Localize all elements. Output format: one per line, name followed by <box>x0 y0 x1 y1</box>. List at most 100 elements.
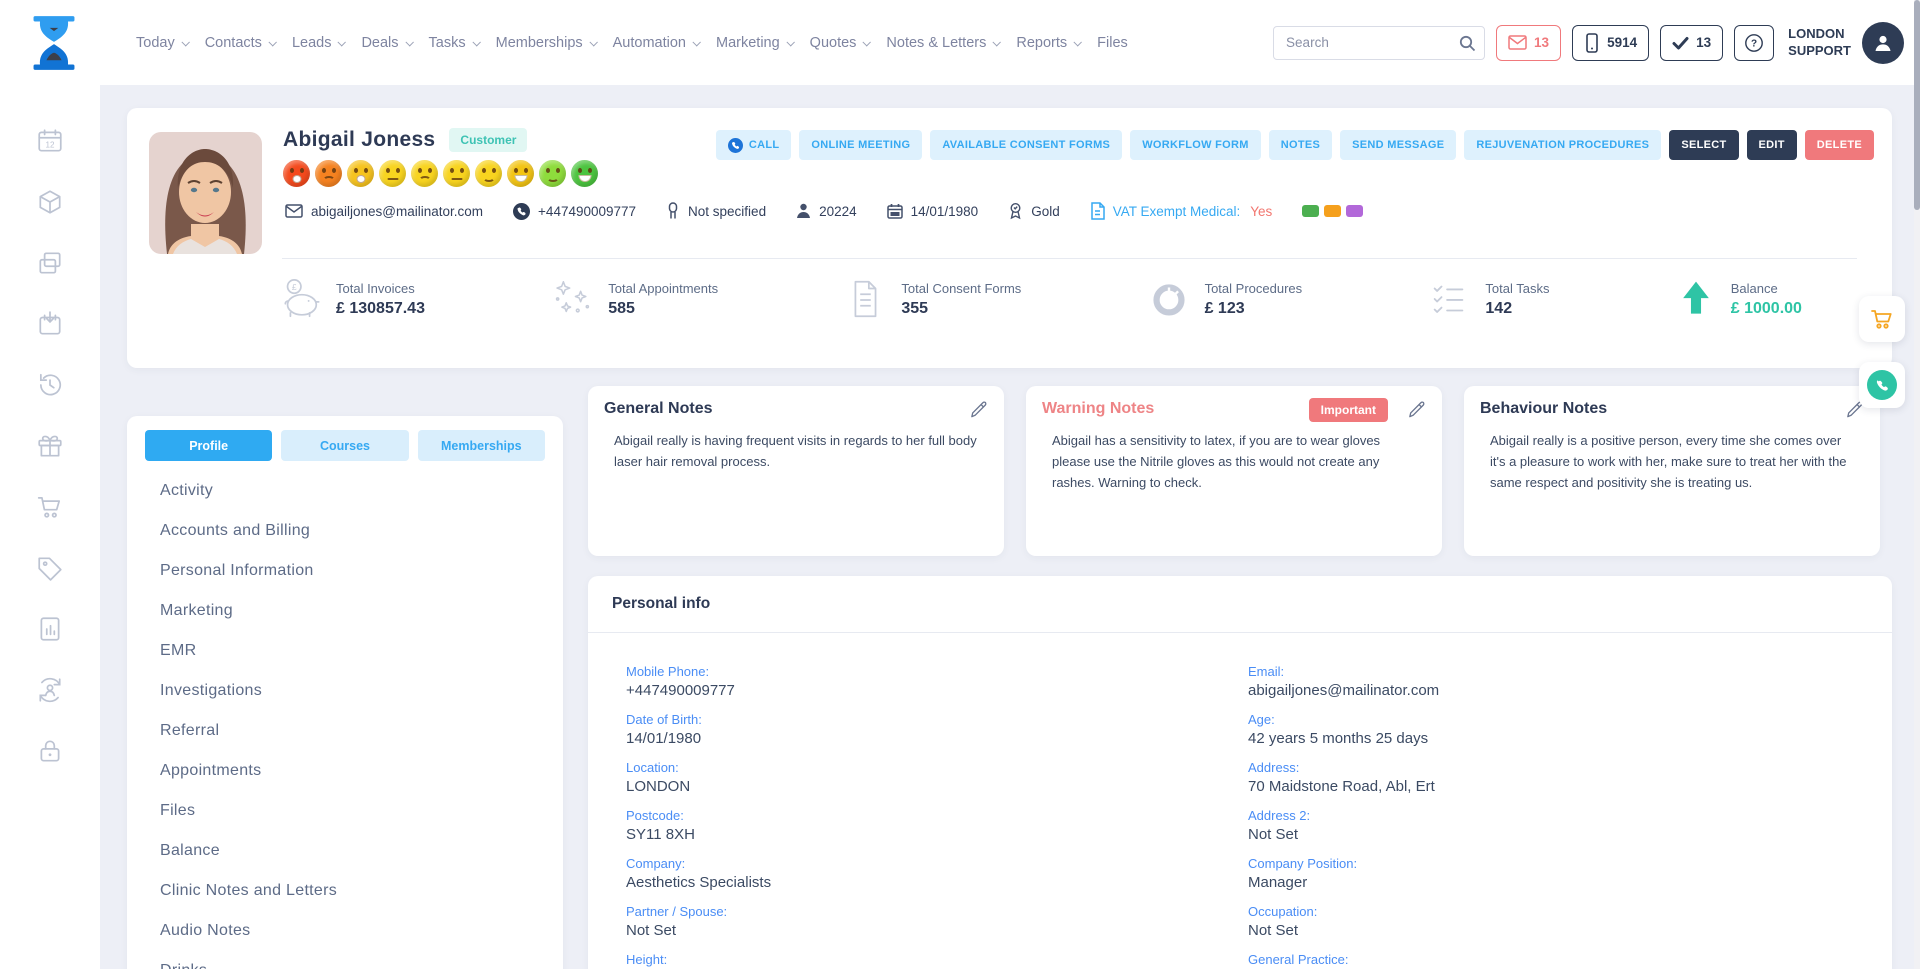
profile-menu-item[interactable]: Accounts and Billing <box>160 522 311 539</box>
action-button[interactable]: SEND MESSAGE <box>1340 130 1457 160</box>
nav-item-label: Tasks <box>428 34 466 51</box>
general-notes-card: General Notes Abigail really is having f… <box>588 386 1004 556</box>
action-button[interactable]: SELECT <box>1669 130 1739 160</box>
nav-item-label: Reports <box>1016 34 1068 51</box>
search-icon[interactable] <box>1458 34 1476 52</box>
pencil-icon[interactable] <box>1407 400 1426 419</box>
profile-menu-item[interactable]: Activity <box>160 482 214 499</box>
profile-menu-item[interactable]: Audio Notes <box>160 922 251 939</box>
profile-menu-item[interactable]: Balance <box>160 842 220 859</box>
mail-icon <box>1508 35 1527 50</box>
action-button-label: WORKFLOW FORM <box>1142 139 1249 151</box>
mood-face-icon[interactable] <box>507 160 534 187</box>
info-field-label: Occupation: <box>1248 904 1318 919</box>
help-button[interactable]: ? <box>1734 24 1775 61</box>
action-button[interactable]: WORKFLOW FORM <box>1130 130 1261 160</box>
panel-tab[interactable]: Courses <box>281 430 409 461</box>
mood-face-icon[interactable] <box>571 160 598 187</box>
svg-text:12: 12 <box>46 140 55 149</box>
action-button[interactable]: AVAILABLE CONSENT FORMS <box>930 130 1123 160</box>
app-logo[interactable] <box>28 15 80 71</box>
action-button-label: DELETE <box>1816 139 1862 151</box>
history-icon[interactable] <box>36 371 64 399</box>
nav-item[interactable]: Contacts <box>205 35 277 51</box>
nav-item[interactable]: Deals <box>361 35 414 51</box>
mood-face-icon[interactable] <box>347 160 374 187</box>
cart-icon[interactable] <box>36 493 64 521</box>
copy-icon[interactable] <box>36 249 64 277</box>
nav-item-label: Leads <box>291 34 332 51</box>
nav-item[interactable]: Automation <box>613 35 701 51</box>
mood-face-icon[interactable] <box>539 160 566 187</box>
nav-item[interactable]: Quotes <box>809 34 872 51</box>
mood-face-icon[interactable] <box>411 160 438 187</box>
personal-info-title: Personal info <box>588 576 1892 633</box>
account-sync-icon[interactable] <box>36 676 64 704</box>
action-button[interactable]: CALL <box>715 130 792 160</box>
profile-menu-item[interactable]: Files <box>160 802 196 819</box>
chevron-down-icon <box>786 37 795 47</box>
main-nav: Today Contacts Leads Deals Tasks <box>136 35 1128 51</box>
calendar-arrow-icon[interactable] <box>36 310 64 338</box>
account-name[interactable]: LONDON SUPPORT <box>1788 26 1851 59</box>
patient-photo[interactable] <box>149 132 262 254</box>
profile-menu-item[interactable]: Referral <box>160 722 220 739</box>
mood-face-icon[interactable] <box>283 160 310 187</box>
messages-button[interactable]: 13 <box>1496 24 1562 61</box>
nav-item[interactable]: Notes & Letters <box>886 35 1002 51</box>
profile-menu-item[interactable]: Clinic Notes and Letters <box>160 882 338 899</box>
info-field-label: Email: <box>1248 664 1285 679</box>
panel-tab[interactable]: Profile <box>145 430 273 461</box>
tag-pill[interactable] <box>1324 205 1342 217</box>
profile-menu-item[interactable]: Investigations <box>160 682 263 699</box>
patient-email[interactable]: abigailjones@mailinator.com <box>285 204 483 219</box>
action-button[interactable]: NOTES <box>1268 130 1333 160</box>
calendar-12-icon[interactable]: 12 <box>36 127 64 155</box>
tasks-button[interactable]: 13 <box>1660 24 1724 61</box>
chevron-down-icon <box>181 37 190 47</box>
patient-phone[interactable]: +447490009777 <box>513 202 636 220</box>
pencil-icon[interactable] <box>969 400 988 419</box>
nav-item[interactable]: Memberships <box>496 35 598 51</box>
action-button[interactable]: DELETE <box>1804 130 1874 160</box>
mood-face-icon[interactable] <box>379 160 406 187</box>
panel-tab[interactable]: Memberships <box>417 430 545 461</box>
scrollbar-thumb[interactable] <box>1914 0 1920 210</box>
stat-total-invoices: £ Total Invoices £ 130857.43 <box>277 276 425 322</box>
nav-item[interactable]: Files <box>1097 35 1128 51</box>
tag-pill[interactable] <box>1346 205 1364 217</box>
info-field: Address: 70 Maidstone Road, Abl, Ert <box>1248 760 1439 796</box>
nav-item[interactable]: Marketing <box>716 35 795 51</box>
profile-menu-item[interactable]: EMR <box>160 642 197 659</box>
floating-phone-button[interactable] <box>1859 362 1905 408</box>
gender-icon <box>666 202 680 220</box>
info-field-label: Company Position: <box>1248 856 1358 871</box>
mood-face-icon[interactable] <box>315 160 342 187</box>
nav-item-label: Quotes <box>809 34 857 51</box>
lock-icon[interactable] <box>36 737 64 765</box>
price-tag-icon[interactable] <box>36 554 64 582</box>
floating-cart-button[interactable] <box>1859 296 1905 342</box>
mood-face-icon[interactable] <box>475 160 502 187</box>
package-icon[interactable] <box>36 188 64 216</box>
profile-menu-item[interactable]: Appointments <box>160 762 262 779</box>
nav-item[interactable]: Reports <box>1016 34 1083 51</box>
profile-menu-item[interactable]: Personal Information <box>160 562 314 579</box>
page-scrollbar[interactable] <box>1914 0 1920 969</box>
nav-item[interactable]: Tasks <box>428 34 481 51</box>
nav-item[interactable]: Today <box>136 35 190 51</box>
tag-pill[interactable] <box>1302 205 1320 217</box>
action-button[interactable]: EDIT <box>1746 130 1797 160</box>
nav-item[interactable]: Leads <box>291 34 347 51</box>
info-field-label: Height: <box>626 952 668 967</box>
action-button[interactable]: REJUVENATION PROCEDURES <box>1464 130 1662 160</box>
profile-menu-item[interactable]: Drinks <box>160 951 563 969</box>
calls-button[interactable]: 5914 <box>1572 24 1650 61</box>
search-input[interactable] <box>1273 25 1486 60</box>
report-icon[interactable] <box>36 615 64 643</box>
action-button[interactable]: ONLINE MEETING <box>799 130 923 160</box>
user-avatar[interactable] <box>1862 21 1904 64</box>
gift-icon[interactable] <box>36 432 64 460</box>
profile-menu-item[interactable]: Marketing <box>160 602 233 619</box>
mood-face-icon[interactable] <box>443 160 470 187</box>
